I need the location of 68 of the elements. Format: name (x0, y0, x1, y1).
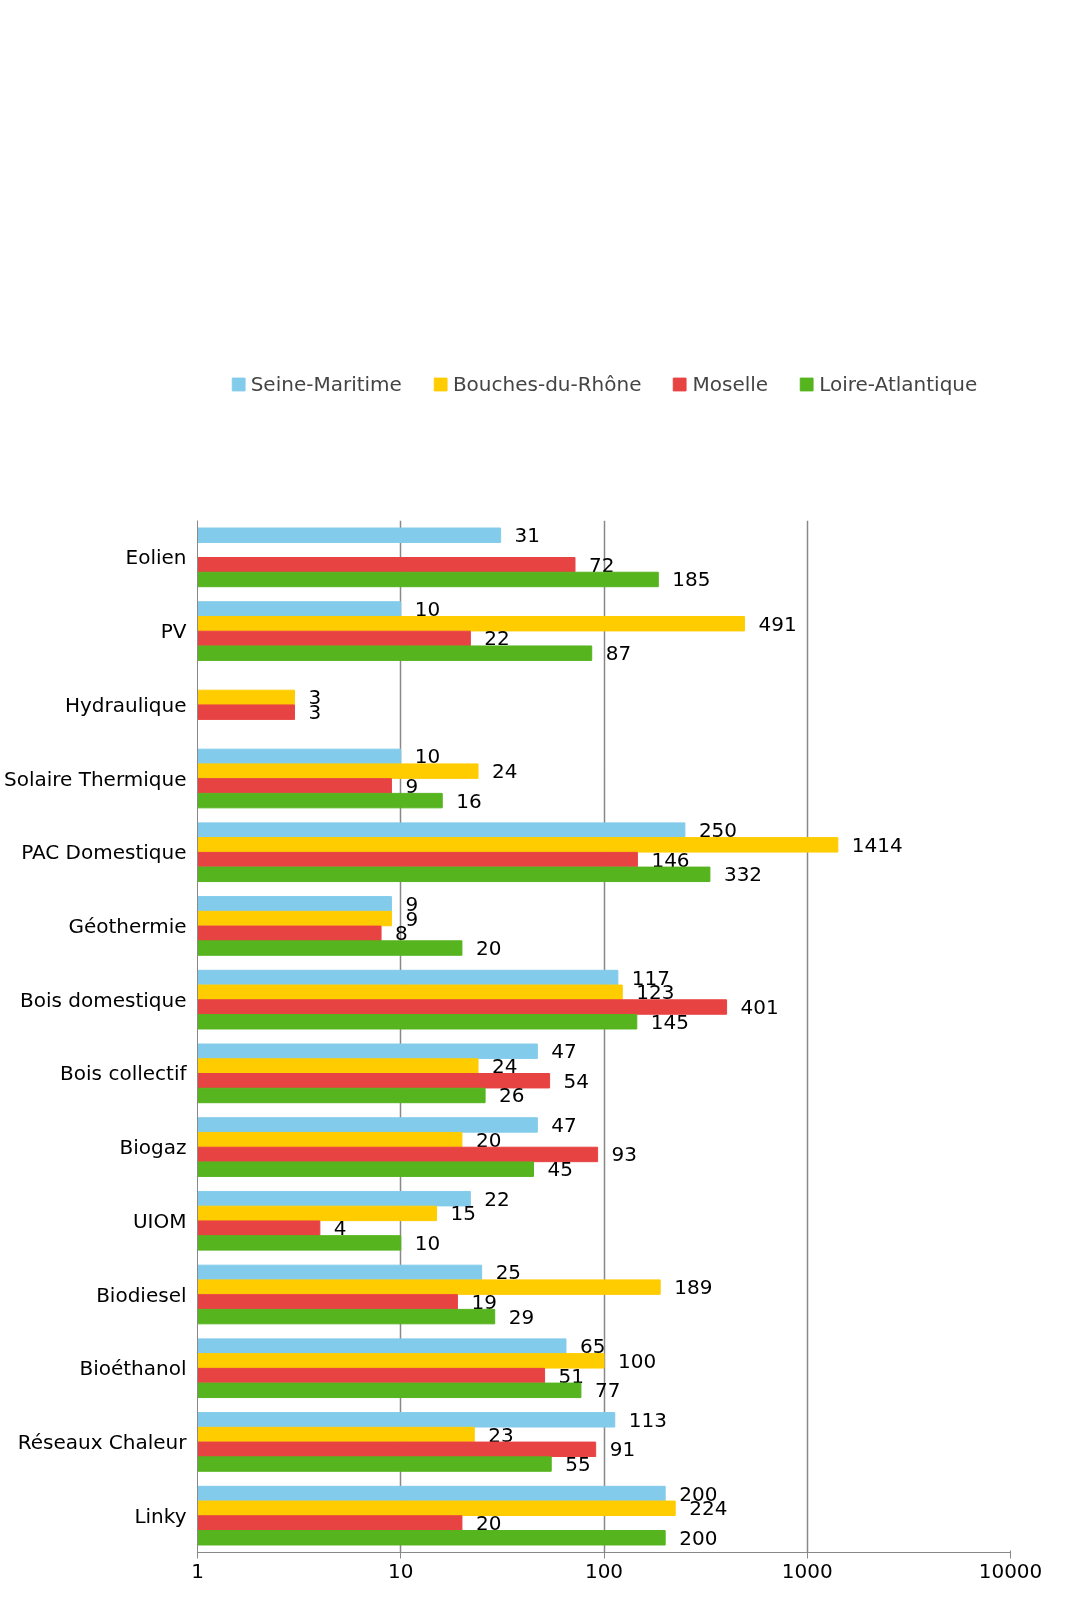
data-label: 87 (605, 641, 632, 666)
data-label: 4 (333, 1216, 347, 1241)
data-label: 65 (579, 1334, 606, 1359)
data-label: 23 (488, 1422, 514, 1447)
y-tick-label: Biodiesel (96, 1282, 187, 1307)
data-label: 22 (484, 1186, 510, 1211)
data-label: 100 (618, 1348, 657, 1373)
data-label: 146 (651, 847, 690, 872)
data-label: 8 (395, 921, 408, 946)
data-label: 145 (650, 1009, 689, 1034)
data-label: 20 (475, 1127, 502, 1152)
data-label: 19 (471, 1289, 497, 1314)
data-label: 491 (758, 611, 797, 636)
x-tick-label: 10000 (978, 1558, 1043, 1583)
y-tick-label: Géothermie (68, 913, 187, 938)
data-label: 26 (499, 1083, 525, 1108)
y-tick-label: Solaire Thermique (3, 766, 187, 791)
x-tick-label: 100 (584, 1558, 624, 1583)
data-label: 250 (698, 818, 738, 843)
data-label: 31 (514, 523, 541, 548)
data-label: 185 (672, 567, 711, 592)
data-label: 10 (414, 596, 441, 621)
legend-label: Seine-Maritime (250, 372, 402, 396)
data-label: 47 (551, 1112, 577, 1137)
data-label: 24 (492, 1053, 518, 1078)
legend-label: Loire-Atlantique (819, 372, 978, 396)
legend-label: Moselle (692, 372, 769, 396)
y-tick-label: Linky (134, 1503, 187, 1528)
y-tick-label: UIOM (132, 1208, 187, 1233)
data-label: 45 (547, 1157, 573, 1182)
data-label: 25 (495, 1260, 522, 1285)
x-tick-label: 10 (388, 1558, 414, 1583)
data-label: 51 (558, 1363, 585, 1388)
data-label: 16 (456, 788, 482, 813)
data-label: 91 (609, 1437, 636, 1462)
data-label: 15 (450, 1201, 476, 1226)
data-label: 54 (563, 1068, 590, 1093)
data-label: 29 (508, 1304, 535, 1329)
data-label: 113 (628, 1407, 667, 1432)
data-label: 10 (414, 1230, 441, 1255)
data-label: 189 (674, 1275, 713, 1300)
data-label: 55 (565, 1452, 591, 1477)
x-tick-label: 1000 (781, 1558, 833, 1583)
y-tick-label: Bioéthanol (79, 1356, 187, 1381)
data-label: 332 (723, 862, 763, 887)
data-label: 24 (492, 759, 518, 784)
data-label: 93 (611, 1142, 638, 1167)
y-tick-label: Bois domestique (20, 987, 187, 1012)
y-tick-label: Réseaux Chaleur (17, 1429, 188, 1454)
data-label: 72 (589, 552, 615, 577)
y-tick-label: Bois collectif (60, 1061, 188, 1086)
data-label: 200 (679, 1525, 718, 1550)
y-tick-label: PV (160, 619, 187, 644)
y-tick-label: Eolien (125, 545, 187, 570)
y-tick-label: Hydraulique (64, 692, 187, 717)
data-label: 1414 (851, 832, 903, 857)
legend-label: Bouches-du-Rhône (452, 372, 642, 396)
data-label: 10 (414, 744, 441, 769)
data-label: 77 (594, 1378, 621, 1403)
y-tick-label: PAC Domestique (21, 840, 187, 865)
x-tick-label: 1 (191, 1558, 204, 1583)
data-label: 22 (484, 626, 510, 651)
data-label: 20 (475, 936, 502, 961)
data-label: 47 (551, 1039, 577, 1064)
data-label: 20 (475, 1511, 502, 1536)
data-label: 401 (740, 995, 779, 1020)
data-label: 9 (405, 773, 419, 798)
y-tick-label: Biogaz (119, 1135, 187, 1160)
